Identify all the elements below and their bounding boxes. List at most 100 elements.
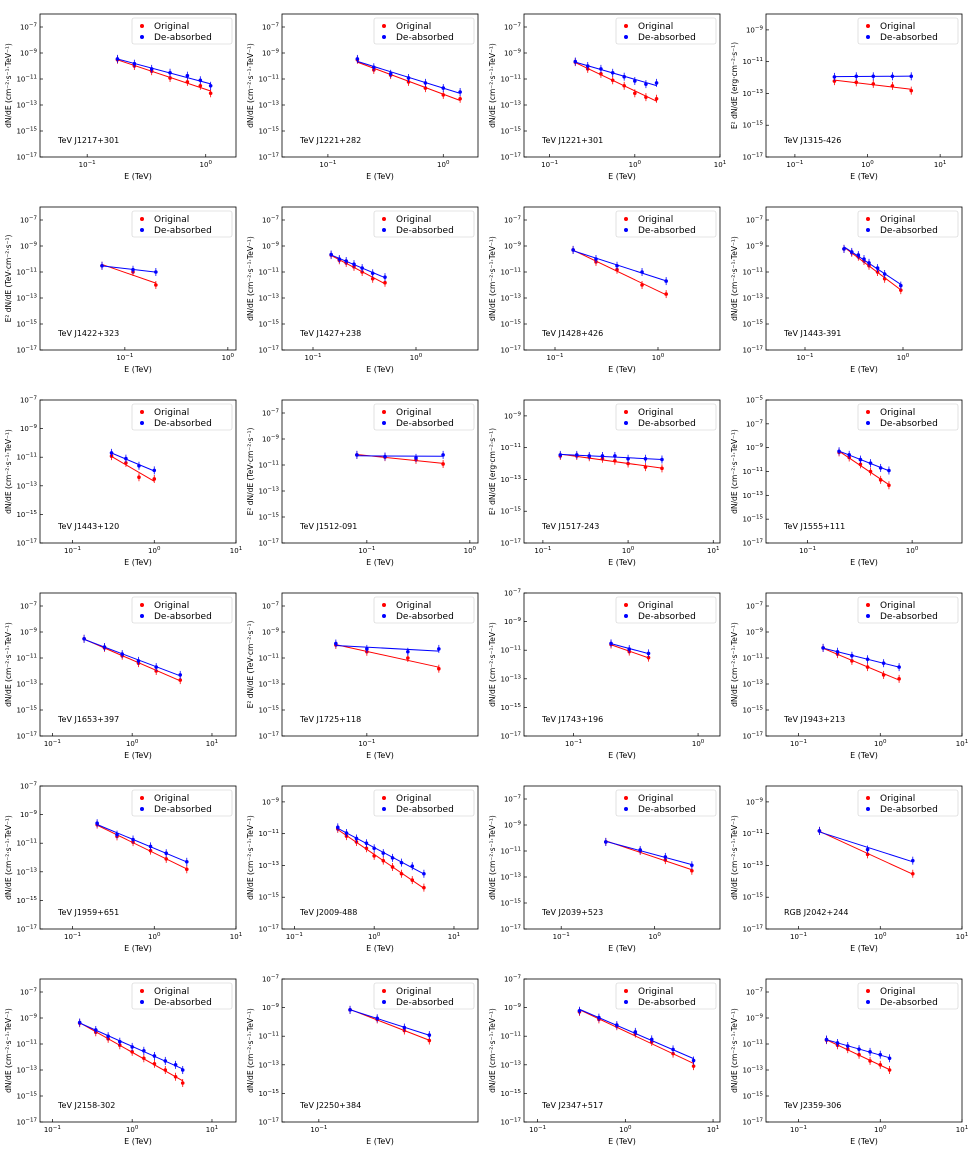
legend-marker-original bbox=[866, 796, 870, 800]
y-tick-label: 10−15 bbox=[258, 706, 279, 715]
fit-line-deabsorbed bbox=[101, 265, 156, 273]
data-point-deabsorbed bbox=[337, 257, 342, 261]
y-axis-label: dN/dE (cm⁻²·s⁻¹·TeV⁻¹) bbox=[4, 43, 13, 128]
x-tick-label: 10−1 bbox=[358, 546, 375, 555]
data-point-original bbox=[198, 83, 203, 88]
y-tick-label: 10−13 bbox=[500, 475, 521, 484]
data-point-deabsorbed bbox=[899, 283, 903, 288]
plot-frame bbox=[523, 978, 721, 1123]
legend-label-deabsorbed: De-absorbed bbox=[880, 33, 938, 43]
data-point-original bbox=[142, 1056, 146, 1061]
y-tick-label: 10−13 bbox=[500, 873, 521, 882]
fit-line-deabsorbed bbox=[96, 824, 187, 863]
x-tick-label: 100 bbox=[861, 160, 874, 169]
data-point-deabsorbed bbox=[646, 651, 651, 656]
data-point-deabsorbed bbox=[402, 1025, 407, 1030]
data-point-deabsorbed bbox=[856, 253, 861, 257]
legend-label-original: Original bbox=[638, 408, 673, 418]
fit-line-original bbox=[117, 59, 211, 92]
data-point-original bbox=[163, 1068, 168, 1072]
legend-marker-original bbox=[624, 989, 628, 993]
y-tick-label: 10−11 bbox=[258, 75, 279, 84]
x-tick-label: 100 bbox=[874, 1125, 887, 1134]
y-tick-label: 10−17 bbox=[742, 153, 763, 162]
fit-line-original bbox=[819, 830, 913, 875]
legend-marker-deabsorbed bbox=[866, 421, 870, 425]
x-tick-label: 100 bbox=[200, 160, 213, 169]
plot-frame bbox=[281, 785, 479, 930]
legend-marker-original bbox=[140, 796, 144, 800]
x-tick-label: 10−1 bbox=[319, 160, 336, 169]
fit-line-deabsorbed bbox=[111, 452, 155, 472]
fit-line-original bbox=[337, 829, 425, 889]
legend-marker-original bbox=[382, 217, 386, 221]
data-point-original bbox=[410, 878, 415, 882]
data-point-deabsorbed bbox=[691, 1058, 696, 1063]
data-point-deabsorbed bbox=[638, 848, 642, 852]
legend-label-original: Original bbox=[880, 794, 915, 804]
data-point-deabsorbed bbox=[329, 252, 333, 257]
y-tick-label: 10−15 bbox=[258, 320, 279, 329]
data-point-deabsorbed bbox=[365, 647, 369, 651]
data-point-original bbox=[878, 1063, 883, 1067]
x-tick-label: 100 bbox=[126, 1125, 139, 1134]
y-tick-label: 10−17 bbox=[742, 539, 763, 548]
y-tick-label: 10−9 bbox=[746, 25, 764, 34]
legend-label-deabsorbed: De-absorbed bbox=[880, 419, 938, 429]
y-tick-label: 10−15 bbox=[500, 899, 521, 908]
y-tick-label: 10−17 bbox=[258, 539, 279, 548]
legend-marker-original bbox=[866, 989, 870, 993]
legend-marker-deabsorbed bbox=[866, 35, 870, 39]
data-point-deabsorbed bbox=[857, 1047, 861, 1051]
data-point-deabsorbed bbox=[854, 74, 859, 79]
legend-label-original: Original bbox=[396, 601, 431, 611]
y-tick-label: 10−15 bbox=[742, 121, 763, 130]
legend-marker-deabsorbed bbox=[382, 421, 386, 425]
y-tick-label: 10−9 bbox=[504, 617, 522, 626]
chart-panel: 10−17 10−15 10−13 10−11 10−9 10−1 100 101 E (TeV… bbox=[246, 785, 479, 953]
y-tick-label: 10−7 bbox=[20, 216, 38, 225]
data-point-deabsorbed bbox=[95, 821, 99, 826]
y-tick-label: 10−17 bbox=[258, 346, 279, 355]
y-axis-label: E² dN/dE (TeV·cm⁻²·s⁻¹) bbox=[246, 428, 255, 516]
legend-label-original: Original bbox=[880, 408, 915, 418]
x-axis-label: E (TeV) bbox=[608, 1137, 636, 1146]
x-tick-label: 101 bbox=[956, 1125, 968, 1134]
data-point-deabsorbed bbox=[654, 81, 659, 85]
legend-marker-original bbox=[382, 24, 386, 28]
y-tick-label: 10−13 bbox=[16, 294, 37, 303]
data-point-deabsorbed bbox=[882, 272, 887, 276]
data-point-deabsorbed bbox=[835, 649, 840, 654]
data-point-deabsorbed bbox=[587, 454, 592, 458]
y-tick-label: 10−11 bbox=[742, 829, 763, 838]
y-tick-label: 10−15 bbox=[742, 515, 763, 524]
fit-line-original bbox=[843, 246, 902, 291]
y-tick-label: 10−13 bbox=[258, 101, 279, 110]
panel-title: TeV J1427+238 bbox=[299, 329, 361, 338]
data-point-deabsorbed bbox=[609, 641, 613, 646]
chart-panel: 10−17 10−15 10−13 10−11 10−9 10−7 10−1 100 E (Te… bbox=[246, 206, 479, 374]
data-point-deabsorbed bbox=[690, 863, 694, 868]
y-axis-label: dN/dE (cm⁻²·s⁻¹·TeV⁻¹) bbox=[4, 1008, 13, 1093]
legend-box bbox=[131, 17, 233, 45]
data-point-original bbox=[383, 280, 387, 285]
legend-marker-original bbox=[866, 217, 870, 221]
data-point-deabsorbed bbox=[106, 1034, 110, 1038]
data-point-deabsorbed bbox=[364, 841, 369, 846]
data-point-original bbox=[640, 283, 644, 287]
plot-frame bbox=[281, 399, 479, 544]
y-tick-label: 10−17 bbox=[742, 732, 763, 741]
chart-panel: 10−17 10−15 10−13 10−11 10−9 10−7 10−1 100 E (Te… bbox=[488, 589, 721, 760]
y-tick-label: 10−11 bbox=[500, 268, 521, 277]
y-axis-label: dN/dE (cm⁻²·s⁻¹·TeV⁻¹) bbox=[246, 815, 255, 900]
legend-marker-deabsorbed bbox=[624, 1000, 628, 1004]
data-point-original bbox=[441, 462, 445, 466]
y-tick-label: 10−7 bbox=[746, 216, 764, 225]
x-tick-label: 100 bbox=[437, 160, 450, 169]
chart-panel: 10−17 10−15 10−13 10−11 10−9 10−7 10−1 100 E (Te… bbox=[488, 206, 721, 374]
y-tick-label: 10−15 bbox=[16, 896, 37, 905]
y-tick-label: 10−9 bbox=[504, 49, 522, 58]
legend-box bbox=[373, 789, 475, 817]
legend-marker-original bbox=[624, 24, 628, 28]
